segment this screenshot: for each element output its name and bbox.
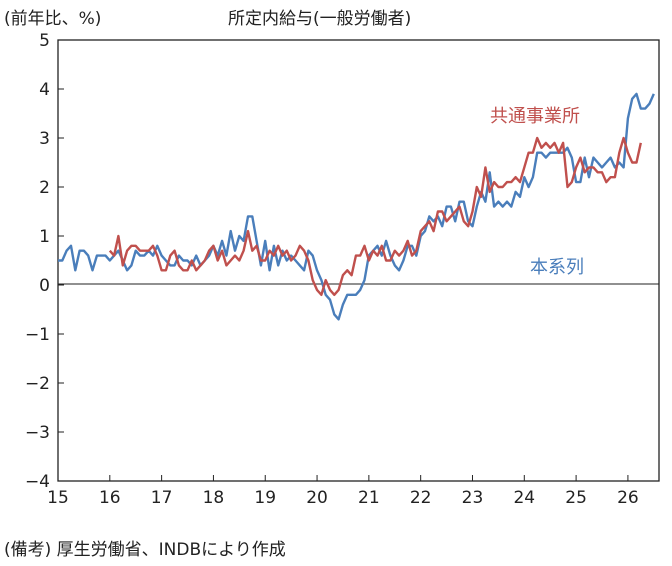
x-tick-label: 18 — [203, 488, 225, 508]
y-tick-label: 2 — [39, 178, 50, 198]
x-tick-label: 26 — [617, 488, 639, 508]
source-note: (備考) 厚生労働省、INDBにより作成 — [4, 540, 286, 560]
x-tick-label: 22 — [410, 488, 432, 508]
x-tick-label: 20 — [306, 488, 328, 508]
y-tick-label: −1 — [25, 325, 50, 345]
y-tick-label: −3 — [25, 423, 50, 443]
x-tick-label: 21 — [358, 488, 380, 508]
y-axis: 5 4 3 2 1 0 −1 −2 −3 −4 — [25, 31, 64, 492]
y-tick-label: 0 — [39, 276, 50, 296]
chart-title: 所定内給与(一般労働者) — [228, 9, 411, 29]
y-tick-label: 4 — [39, 80, 50, 100]
series-line-common — [108, 136, 642, 296]
y-tick-label: 1 — [39, 227, 50, 247]
x-tick-label: 25 — [565, 488, 587, 508]
x-tick-label: 23 — [462, 488, 484, 508]
x-tick-label: 24 — [513, 488, 535, 508]
y-tick-label: 5 — [39, 31, 50, 51]
y-tick-label: −2 — [25, 374, 50, 394]
y-tick-label: 3 — [39, 129, 50, 149]
x-tick-label: 19 — [254, 488, 276, 508]
series-label-main: 本系列 — [530, 257, 584, 278]
x-tick-label: 15 — [47, 488, 69, 508]
x-tick-label: 16 — [99, 488, 121, 508]
x-axis: 15 16 17 18 19 20 21 22 23 24 25 26 — [47, 475, 639, 508]
y-axis-label: (前年比、%) — [4, 9, 101, 29]
x-tick-label: 17 — [151, 488, 173, 508]
series-line-main — [58, 92, 655, 321]
series-layer — [58, 92, 655, 321]
y-tick-label: −4 — [25, 472, 50, 492]
series-label-common: 共通事業所 — [490, 106, 580, 127]
